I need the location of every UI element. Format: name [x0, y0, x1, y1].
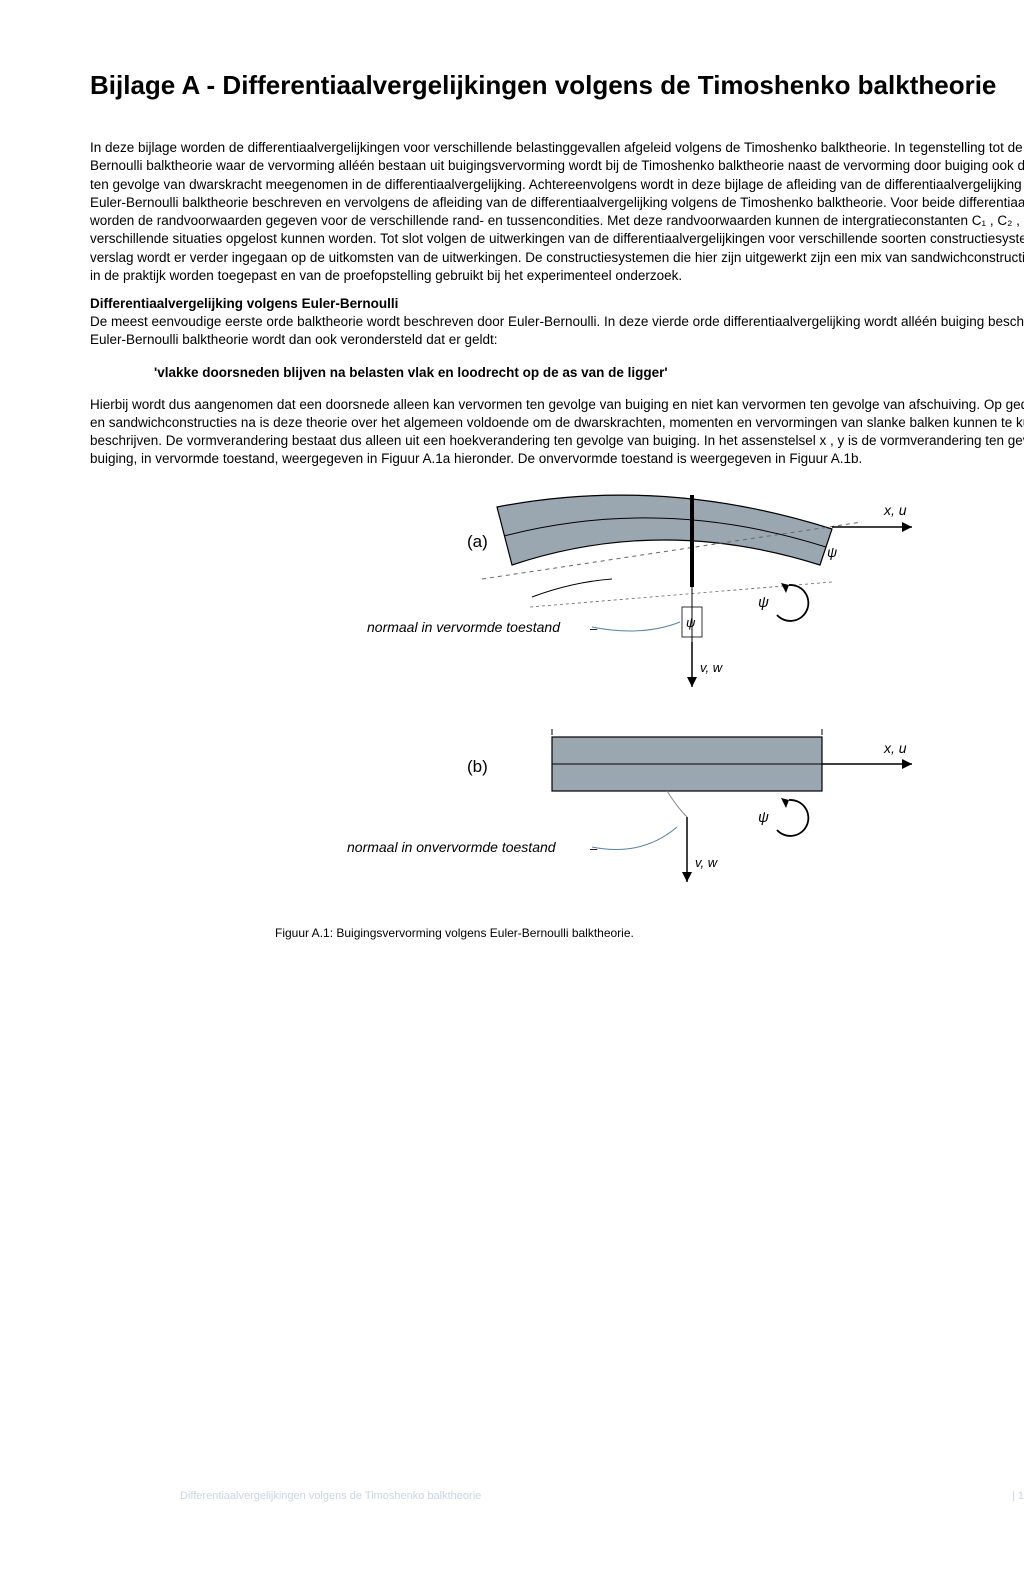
normal-deformed-label: normaal in vervormde toestand [367, 619, 561, 635]
axis-x-label-a: x, u [883, 502, 907, 518]
axis-x-label-b: x, u [883, 740, 907, 756]
beam-deformation-diagram: x, u ψ ψ ψ v, w (a) normaal in vervorm [272, 487, 932, 917]
intro-paragraph: In deze bijlage worden de differentiaalv… [90, 139, 1024, 285]
axis-v-arrow-a [687, 677, 697, 687]
assumption-quote: 'vlakke doorsneden blijven na belasten v… [90, 364, 1024, 382]
axis-x-arrow-a [902, 522, 912, 532]
subfig-label-a: (a) [467, 532, 488, 551]
leader-deformed [592, 622, 680, 631]
beam-deformed-fill [497, 495, 832, 565]
normal-undeformed-label: normaal in onvervormde toestand [347, 839, 557, 855]
axis-v-arrow-b [682, 872, 692, 882]
section-heading-euler-bernoulli: Differentiaalvergelijking volgens Euler-… [90, 295, 1024, 313]
figure-caption: Figuur A.1: Buigingsvervorming volgens E… [90, 925, 1024, 941]
subfig-label-b: (b) [467, 757, 488, 776]
rotation-arc-arrow-b [781, 798, 789, 808]
psi-rotation-label-a: ψ [758, 594, 769, 611]
figure-a1: x, u ψ ψ ψ v, w (a) normaal in vervorm [90, 487, 1024, 941]
page-footer: Differentiaalvergelijkingen volgens de T… [180, 1489, 1024, 1504]
paragraph-euler-body: Hierbij wordt dus aangenomen dat een doo… [90, 396, 1024, 469]
guide-curve-b [667, 791, 687, 817]
leader-dash-b: – [590, 841, 598, 856]
axis-v-label-a: v, w [700, 660, 724, 675]
rotation-arc-b [777, 800, 808, 836]
psi-rotation-label-b: ψ [758, 809, 769, 826]
tangent-curve [532, 579, 612, 597]
leader-dash: – [590, 621, 598, 636]
rotation-arc-arrow-a [781, 583, 789, 593]
page-title: Bijlage A - Differentiaalvergelijkingen … [90, 70, 1024, 101]
leader-undeformed [592, 827, 677, 850]
rotation-arc-a [777, 585, 808, 621]
psi-label-top: ψ [827, 544, 837, 560]
paragraph-euler-intro: De meest eenvoudige eerste orde balktheo… [90, 313, 1024, 349]
psi-label-box-a: ψ [686, 615, 696, 630]
axis-x-arrow-b [902, 759, 912, 769]
footer-page-number: | 1 [1012, 1489, 1024, 1504]
footer-left-text: Differentiaalvergelijkingen volgens de T… [180, 1489, 481, 1504]
axis-v-label-b: v, w [695, 855, 719, 870]
